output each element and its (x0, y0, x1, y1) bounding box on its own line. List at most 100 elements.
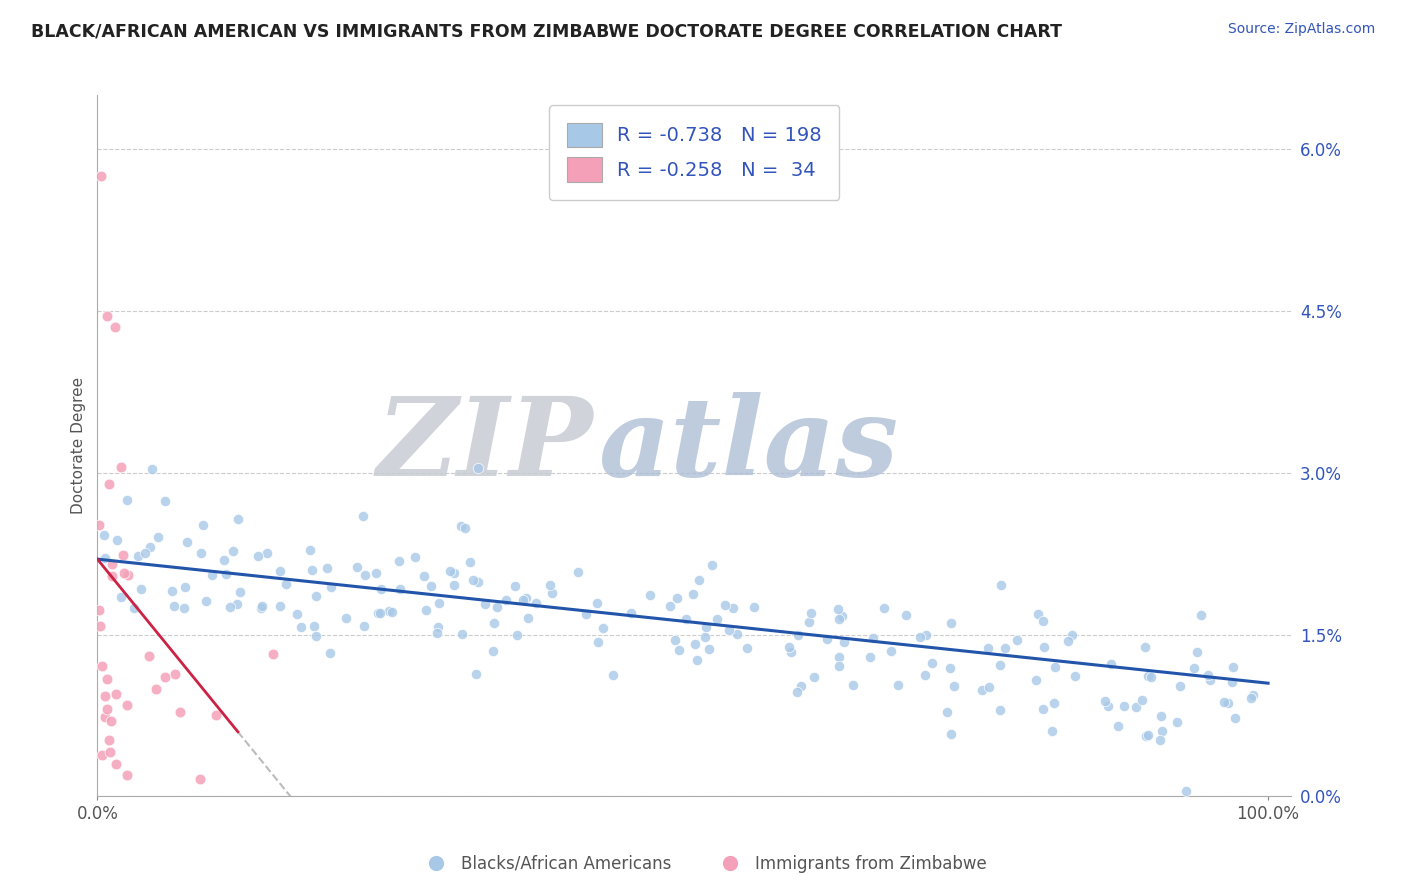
Point (1130, 693, 1153, 707)
Point (638, 588, 661, 602)
Point (364, 566, 387, 580)
Point (1216, 696, 1239, 710)
Point (1149, 709, 1171, 723)
Point (841, 678, 863, 692)
Legend: Blacks/African Americans, Immigrants from Zimbabwe: Blacks/African Americans, Immigrants fro… (413, 848, 993, 880)
Point (110, 460, 132, 475)
Point (127, 549, 149, 564)
Point (262, 647, 284, 661)
Point (831, 608, 853, 623)
Point (1025, 673, 1047, 687)
Point (990, 578, 1012, 592)
Point (915, 628, 938, 642)
Point (706, 612, 728, 626)
Point (138, 648, 160, 663)
Point (319, 647, 342, 661)
Point (695, 619, 717, 633)
Point (538, 578, 561, 592)
Point (828, 611, 851, 625)
Point (412, 569, 434, 583)
Point (205, 708, 228, 723)
Point (697, 642, 720, 657)
Point (89, 619, 111, 633)
Point (101, 568, 124, 582)
Point (388, 553, 411, 567)
Point (620, 606, 643, 620)
Point (1241, 688, 1264, 702)
Point (117, 568, 139, 582)
Point (914, 668, 936, 682)
Point (98, 745, 121, 759)
Point (970, 683, 993, 698)
Point (717, 623, 740, 637)
Point (91, 659, 114, 673)
Point (173, 580, 195, 594)
Point (176, 535, 198, 549)
Point (1222, 675, 1244, 690)
Point (1032, 614, 1054, 628)
Point (592, 622, 614, 636)
Point (226, 512, 249, 526)
Point (252, 599, 274, 614)
Point (155, 494, 177, 508)
Point (685, 638, 707, 652)
Point (425, 625, 447, 640)
Text: BLACK/AFRICAN AMERICAN VS IMMIGRANTS FROM ZIMBABWE DOCTORATE DEGREE CORRELATION : BLACK/AFRICAN AMERICAN VS IMMIGRANTS FRO… (31, 22, 1062, 40)
Point (249, 600, 271, 615)
Point (454, 521, 477, 535)
Point (115, 698, 138, 713)
Point (780, 645, 803, 659)
Point (381, 605, 404, 619)
Point (1213, 694, 1236, 708)
Point (512, 593, 534, 607)
Point (100, 714, 122, 728)
Point (1097, 699, 1119, 714)
Point (419, 579, 441, 593)
Point (524, 596, 547, 610)
Point (1199, 673, 1222, 687)
Point (787, 628, 810, 642)
Point (686, 653, 709, 667)
Point (516, 611, 538, 625)
Point (1043, 659, 1066, 673)
Point (439, 564, 461, 578)
Point (105, 687, 128, 701)
Point (567, 565, 589, 579)
Point (139, 540, 162, 554)
Text: ZIP: ZIP (377, 392, 593, 500)
Point (713, 599, 735, 613)
Point (988, 703, 1011, 717)
Point (229, 585, 252, 599)
Point (506, 628, 529, 642)
Point (201, 568, 224, 582)
Point (862, 632, 884, 646)
Point (1135, 729, 1157, 743)
Point (887, 678, 910, 692)
Point (688, 573, 710, 587)
Point (1223, 710, 1246, 724)
Point (495, 592, 517, 607)
Point (427, 596, 450, 610)
Point (481, 643, 503, 657)
Point (828, 649, 851, 664)
Point (212, 553, 235, 567)
Point (778, 640, 800, 654)
Point (575, 607, 598, 621)
Point (247, 549, 270, 563)
Point (353, 619, 375, 633)
Point (1094, 694, 1116, 708)
Point (1125, 700, 1147, 714)
Point (803, 670, 825, 684)
Point (389, 582, 412, 597)
Point (134, 546, 156, 560)
Point (1040, 723, 1063, 738)
Point (467, 460, 489, 475)
Point (162, 599, 184, 614)
Point (859, 649, 882, 664)
Point (319, 580, 342, 594)
Point (378, 604, 401, 618)
Point (700, 558, 723, 573)
Point (91, 748, 114, 763)
Point (443, 578, 465, 592)
Point (910, 630, 932, 644)
